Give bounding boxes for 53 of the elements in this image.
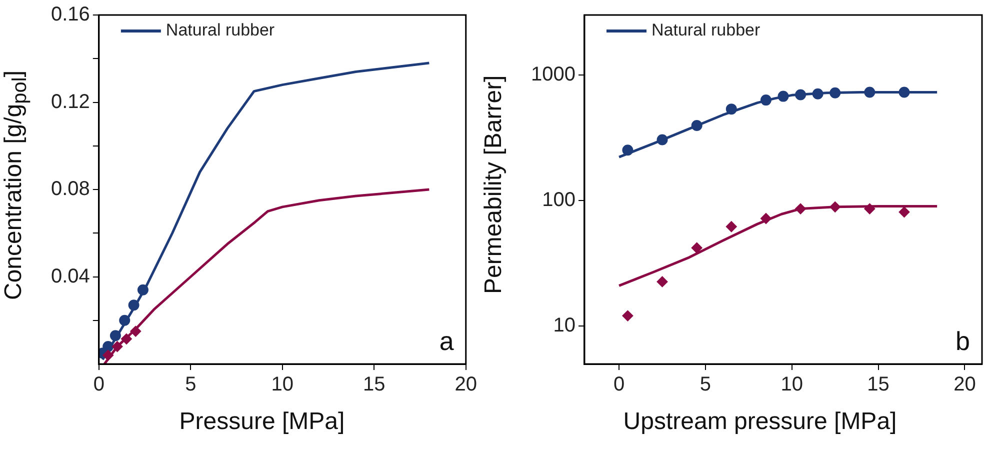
point [760, 94, 772, 106]
y-tick-label: 0.04 [50, 265, 90, 288]
x-axis-title: Upstream pressure [MPa] [622, 408, 898, 436]
point [726, 221, 737, 232]
y-tick-label: 0.12 [50, 90, 90, 113]
x-tick-label: 5 [700, 374, 712, 396]
point [102, 341, 114, 352]
point [778, 90, 789, 102]
point [110, 330, 121, 342]
point [656, 276, 668, 288]
point [830, 87, 841, 98]
y-tick-label: 0.16 [50, 4, 90, 26]
point [137, 284, 148, 296]
x-tick-label: 10 [271, 374, 294, 396]
x-tick-label: 20 [954, 374, 976, 396]
point [830, 201, 841, 212]
x-tick-label: 10 [780, 374, 804, 396]
point [622, 144, 634, 156]
x-tick-label: 15 [867, 374, 890, 396]
point [898, 206, 910, 218]
legend-label: Natural rubber [166, 20, 275, 40]
point [130, 326, 142, 337]
x-tick-label: 0 [613, 374, 625, 396]
y-tick-label: 100 [542, 189, 576, 212]
y-tick-label: 10 [553, 314, 576, 337]
point [898, 86, 910, 98]
x-axis-title: Pressure [MPa] [178, 408, 346, 436]
annotation: a [439, 326, 454, 356]
point [119, 314, 130, 326]
x-tick-label: 5 [185, 374, 196, 396]
point [795, 89, 806, 100]
annotation: b [956, 326, 970, 356]
point [656, 134, 668, 146]
legend-label: Natural rubber [651, 20, 760, 40]
y-tick-label: 0.08 [50, 178, 90, 200]
point [691, 242, 702, 254]
x-tick-label: 20 [454, 374, 477, 396]
point [795, 203, 806, 214]
point [864, 86, 876, 98]
y-axis-title: Permeability [Barrer] [480, 74, 508, 296]
point [622, 310, 634, 322]
point [812, 88, 824, 100]
point [120, 333, 132, 344]
point [760, 212, 772, 224]
point [102, 350, 114, 361]
x-tick-label: 0 [93, 374, 104, 396]
y-tick-label: 1000 [530, 63, 576, 86]
point [726, 104, 737, 115]
point [691, 120, 702, 131]
point [128, 300, 140, 311]
point [112, 341, 123, 352]
x-tick-label: 15 [363, 374, 386, 396]
point [864, 203, 876, 214]
